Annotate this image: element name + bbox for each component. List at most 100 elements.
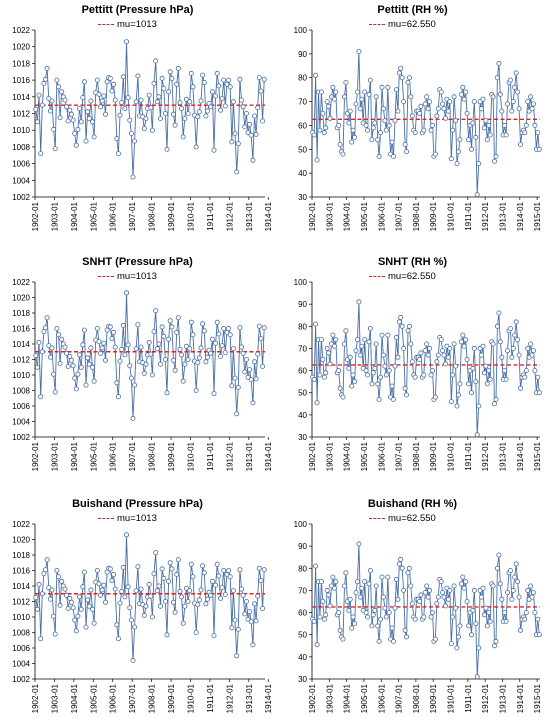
- data-point: [156, 94, 162, 100]
- data-point: [457, 381, 463, 387]
- data-point: [247, 367, 253, 373]
- data-point: [230, 346, 236, 352]
- data-point: [38, 151, 44, 157]
- y-tick-label: 1022: [12, 26, 30, 35]
- data-point: [412, 130, 418, 136]
- data-point: [230, 588, 236, 594]
- x-tick-label: 1903-01: [325, 201, 334, 231]
- data-point: [333, 337, 339, 343]
- x-tick-label: 1905-01: [360, 683, 369, 713]
- data-point: [343, 328, 349, 334]
- data-point: [187, 99, 193, 105]
- y-tick-label: 1018: [12, 59, 30, 68]
- data-point: [120, 564, 126, 570]
- data-point: [124, 290, 130, 296]
- data-point: [135, 564, 141, 570]
- chart-buishand-rh: 30 40 50 60 70 80 90 100 1902-01 1903-01 1904-01 19…: [294, 520, 542, 713]
- data-point: [43, 76, 49, 82]
- data-point: [353, 590, 359, 596]
- data-point: [530, 348, 536, 354]
- data-point: [211, 147, 217, 153]
- x-tick-label: 1902-01: [31, 201, 40, 231]
- y-tick-label: 1006: [12, 402, 30, 411]
- data-point: [85, 109, 91, 115]
- data-point: [523, 368, 529, 374]
- x-tick-label: 1907-01: [128, 683, 137, 713]
- data-point: [219, 585, 225, 591]
- data-point: [507, 77, 513, 83]
- data-point: [221, 326, 227, 332]
- data-point: [403, 392, 409, 398]
- data-point: [83, 382, 89, 388]
- data-point: [324, 345, 330, 351]
- data-point: [504, 101, 510, 107]
- data-point: [217, 353, 223, 359]
- data-point: [326, 103, 332, 109]
- data-point: [382, 118, 388, 124]
- data-point: [497, 581, 503, 587]
- panel-pettitt-pressure: Pettitt (Pressure hPa) mu=1013 1002 1004 1…: [0, 0, 275, 242]
- data-point: [398, 65, 404, 71]
- data-point: [311, 132, 317, 138]
- data-point: [416, 599, 422, 605]
- data-point: [451, 341, 457, 347]
- data-point: [528, 341, 534, 347]
- x-tick-label: 1912-01: [225, 441, 234, 471]
- data-point: [468, 390, 474, 396]
- data-point: [213, 93, 219, 99]
- data-point: [133, 588, 139, 594]
- data-point: [260, 118, 266, 124]
- data-point: [180, 378, 186, 384]
- data-point: [183, 96, 189, 102]
- legend-label: mu=62.550: [388, 19, 436, 30]
- data-point: [125, 95, 131, 101]
- y-tick-label: 1020: [12, 294, 30, 303]
- data-point: [34, 119, 40, 125]
- data-point: [474, 432, 480, 438]
- data-point: [529, 352, 535, 358]
- data-point: [450, 372, 456, 378]
- data-point: [255, 105, 261, 111]
- data-point: [493, 396, 499, 402]
- data-point: [253, 618, 259, 624]
- data-point: [349, 383, 355, 389]
- data-point: [476, 161, 482, 167]
- data-point: [62, 97, 68, 103]
- data-point: [409, 601, 415, 607]
- x-tick-label: 1907-01: [128, 441, 137, 471]
- data-point: [213, 582, 219, 588]
- data-point: [535, 616, 541, 622]
- x-tick-label: 1904-01: [70, 441, 79, 471]
- data-point: [188, 319, 194, 325]
- data-point: [367, 77, 373, 83]
- x-tick-label: 1906-01: [377, 441, 386, 471]
- data-point: [39, 102, 45, 108]
- y-tick-label: 80: [298, 74, 307, 83]
- data-point: [217, 107, 223, 113]
- data-point: [219, 343, 225, 349]
- data-point: [362, 337, 368, 343]
- x-tick-label: 1914-01: [264, 441, 273, 471]
- data-point: [243, 111, 249, 117]
- data-point: [200, 72, 206, 78]
- panel-buishand-pressure: Buishand (Pressure hPa) mu=1013 1002 1004…: [0, 484, 275, 726]
- data-point: [44, 65, 50, 71]
- data-point: [343, 80, 349, 86]
- data-point: [457, 623, 463, 629]
- data-point: [161, 575, 167, 581]
- data-point: [190, 574, 196, 580]
- data-point: [442, 361, 448, 367]
- data-point: [340, 636, 346, 642]
- data-point: [490, 94, 496, 100]
- data-point: [350, 127, 356, 133]
- data-point: [369, 137, 375, 143]
- data-point: [200, 563, 206, 569]
- data-point: [169, 75, 175, 81]
- data-point: [385, 574, 391, 580]
- data-point: [230, 99, 236, 105]
- data-point: [454, 403, 460, 409]
- data-point: [227, 574, 233, 580]
- data-point: [148, 593, 154, 599]
- data-point: [326, 350, 332, 356]
- chart-title: Buishand (RH %): [367, 498, 458, 510]
